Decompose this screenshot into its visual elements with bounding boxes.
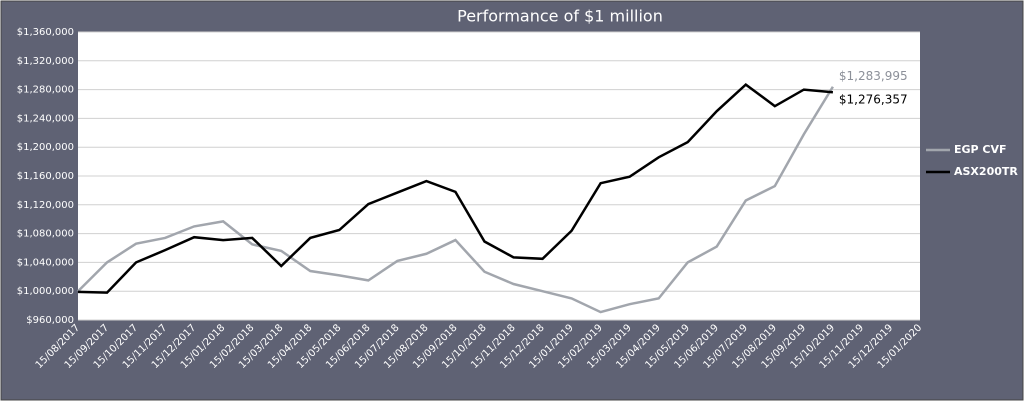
series-line <box>77 86 834 314</box>
legend-label: EGP CVF <box>954 143 1007 156</box>
y-tick-label: $1,240,000 <box>17 113 74 124</box>
y-tick-label: $1,080,000 <box>17 229 74 240</box>
y-tick-label: $1,120,000 <box>17 200 74 211</box>
chart-title: Performance of $1 million <box>457 7 663 26</box>
y-tick-label: $960,000 <box>26 315 74 326</box>
y-tick-label: $1,320,000 <box>17 56 74 67</box>
y-tick-label: $1,160,000 <box>17 171 74 182</box>
data-label: $1,276,357 <box>839 93 908 107</box>
series-line <box>77 82 834 294</box>
y-tick-label: $1,360,000 <box>17 27 74 38</box>
y-tick-label: $1,280,000 <box>17 85 74 96</box>
y-tick-label: $1,200,000 <box>17 142 74 153</box>
data-label: $1,283,995 <box>839 69 908 83</box>
y-tick-label: $1,000,000 <box>17 286 74 297</box>
y-tick-label: $1,040,000 <box>17 257 74 268</box>
legend-label: ASX200TR <box>954 165 1018 178</box>
